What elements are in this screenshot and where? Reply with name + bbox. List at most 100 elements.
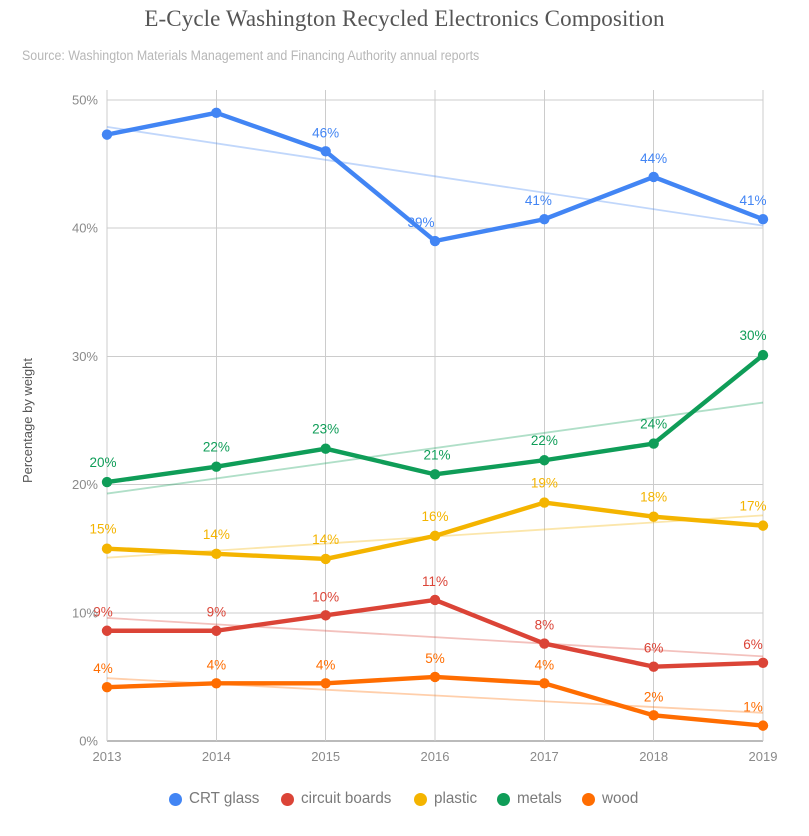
data-point-label: 4% xyxy=(535,657,555,672)
trendline-circuit-boards xyxy=(106,617,764,658)
trendline-CRT-glass xyxy=(106,126,764,227)
data-point[interactable] xyxy=(211,548,222,560)
data-point-label: 9% xyxy=(207,605,227,620)
data-point[interactable] xyxy=(648,171,659,183)
data-point-label: 9% xyxy=(93,605,113,620)
legend-swatch-icon xyxy=(168,792,182,806)
data-point-label: 19% xyxy=(531,476,558,491)
series-layer xyxy=(101,107,769,731)
data-point-label: 44% xyxy=(640,151,667,166)
data-point-label: 1% xyxy=(743,700,763,715)
data-point[interactable] xyxy=(429,671,441,683)
data-point[interactable] xyxy=(320,443,331,454)
data-point-label: 6% xyxy=(644,641,664,656)
data-point[interactable] xyxy=(211,678,222,689)
data-point[interactable] xyxy=(429,469,441,480)
data-point[interactable] xyxy=(757,520,769,531)
data-point[interactable] xyxy=(539,638,550,649)
x-axis-tick-label: 2016 xyxy=(421,749,450,764)
data-point-label: 2% xyxy=(644,689,664,704)
legend-item-circuit-boards[interactable]: circuit boards xyxy=(280,790,396,808)
data-point[interactable] xyxy=(429,594,441,606)
data-point[interactable] xyxy=(211,461,222,472)
data-point-label: 4% xyxy=(93,661,113,676)
legend-item-metals[interactable]: metals xyxy=(497,790,564,808)
page-title: E-Cycle Washington Recycled Electronics … xyxy=(144,6,665,31)
data-label-layer: 46% 39% 41% 44% 41% 9% 9% 10% 11% 8% 6% 6% 15% 14% 14%… xyxy=(89,125,766,714)
data-point-label: 39% xyxy=(407,215,434,230)
data-point-label: 4% xyxy=(207,657,227,672)
chart-subtitle: Source: Washington Materials Management … xyxy=(22,48,480,63)
y-axis-tick-label: 0% xyxy=(79,734,98,749)
data-point-label: 5% xyxy=(425,651,445,666)
data-point-label: 21% xyxy=(423,447,450,462)
data-point[interactable] xyxy=(757,349,769,361)
data-point-label: 30% xyxy=(739,328,766,343)
data-point[interactable] xyxy=(539,497,550,508)
data-point[interactable] xyxy=(757,214,769,225)
data-point[interactable] xyxy=(539,455,550,466)
chart-legend: CRT glass circuit boards plastic metals wood xyxy=(0,790,809,808)
data-point[interactable] xyxy=(320,146,331,157)
x-axis-tick-label: 2017 xyxy=(530,749,559,764)
data-point-label: 41% xyxy=(525,193,552,208)
x-axis-tick-label: 2013 xyxy=(93,749,122,764)
data-point[interactable] xyxy=(757,720,769,731)
y-axis-tick-label: 20% xyxy=(72,477,98,492)
data-point-label: 15% xyxy=(89,522,116,537)
data-point[interactable] xyxy=(101,476,113,488)
data-point[interactable] xyxy=(101,543,113,554)
data-point[interactable] xyxy=(101,129,113,140)
legend-item-CRT-glass[interactable]: CRT glass xyxy=(168,790,263,808)
data-point[interactable] xyxy=(101,681,113,693)
data-point-label: 46% xyxy=(312,125,339,140)
legend-label: plastic xyxy=(433,790,477,807)
data-point[interactable] xyxy=(320,610,331,621)
x-axis-tick-label: 2018 xyxy=(639,749,668,764)
legend-item-plastic[interactable]: plastic xyxy=(413,790,479,808)
x-axis-tick-label: 2019 xyxy=(749,749,778,764)
data-point-label: 22% xyxy=(531,433,558,448)
data-point-label: 14% xyxy=(203,527,230,542)
legend-swatch-icon xyxy=(280,792,294,806)
data-point[interactable] xyxy=(539,678,550,689)
data-point-label: 16% xyxy=(421,509,448,524)
y-axis-title: Percentage by weight xyxy=(20,358,35,483)
data-point[interactable] xyxy=(648,661,659,672)
y-axis-tick-label: 40% xyxy=(72,221,98,236)
data-point[interactable] xyxy=(320,553,331,565)
data-point-label: 24% xyxy=(640,417,667,432)
legend-swatch-icon xyxy=(582,792,596,806)
data-point[interactable] xyxy=(648,438,659,449)
data-point[interactable] xyxy=(757,657,769,668)
y-axis-tick-label: 30% xyxy=(72,349,98,364)
data-point[interactable] xyxy=(211,107,222,119)
axis-tick-layer: 0% 10% 20% 30% 40% 50% 2013 2014 2015 2016 2017 201… xyxy=(20,93,777,765)
data-point-label: 4% xyxy=(316,657,336,672)
y-axis-tick-label: 50% xyxy=(72,93,98,108)
legend-label: circuit boards xyxy=(300,790,392,807)
data-point-label: 41% xyxy=(739,193,766,208)
data-point-label: 14% xyxy=(312,532,339,547)
data-point[interactable] xyxy=(211,625,222,636)
legend-swatch-icon xyxy=(497,792,511,806)
legend-swatch-icon xyxy=(413,792,427,806)
data-point[interactable] xyxy=(539,214,550,225)
data-point-label: 11% xyxy=(422,574,448,589)
data-point-label: 8% xyxy=(535,618,555,633)
data-point[interactable] xyxy=(429,530,441,542)
data-point-label: 10% xyxy=(312,589,339,604)
line-chart-plot: 46%39%41%44%41%9% 9%10%11%8%6% 6%15% 14% 14%… xyxy=(20,90,777,765)
data-point[interactable] xyxy=(648,710,659,721)
data-point-label: 23% xyxy=(312,422,339,437)
legend-item-wood[interactable]: wood xyxy=(582,790,640,808)
data-point[interactable] xyxy=(648,511,659,522)
data-point[interactable] xyxy=(320,678,331,689)
data-point[interactable] xyxy=(101,625,113,636)
legend-label: CRT glass xyxy=(188,790,259,807)
x-axis-tick-label: 2014 xyxy=(202,749,231,764)
data-point-label: 18% xyxy=(640,490,667,505)
data-point-label: 22% xyxy=(203,440,230,455)
data-point[interactable] xyxy=(429,235,441,247)
